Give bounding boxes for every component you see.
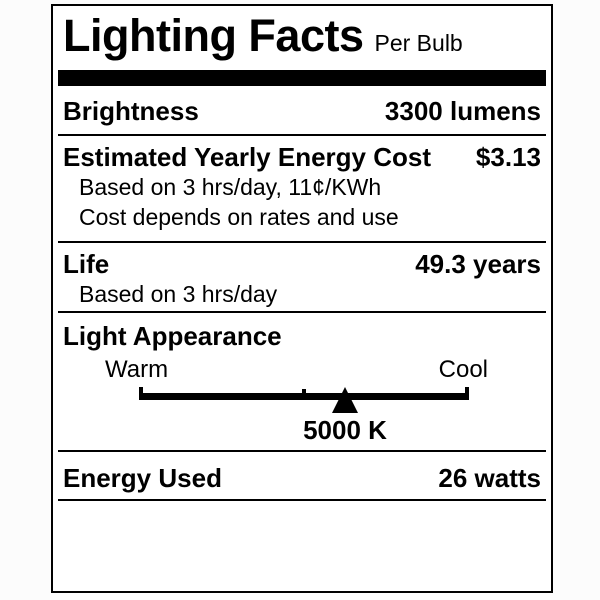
lighting-facts-label: Lighting Facts Per Bulb Brightness 3300 …	[51, 4, 553, 593]
energy-cost-row: Estimated Yearly Energy Cost $3.13	[63, 142, 541, 172]
energy-used-label: Energy Used	[63, 463, 222, 493]
per-unit-label: Per Bulb	[374, 30, 463, 56]
scale-endpoint-labels: Warm Cool	[63, 357, 541, 383]
section-divider	[58, 450, 546, 452]
section-divider	[58, 311, 546, 313]
energy-used-value: 26 watts	[438, 463, 541, 493]
life-row: Life 49.3 years	[63, 249, 541, 279]
scale-left-cap	[139, 387, 143, 400]
energy-used-row: Energy Used 26 watts	[63, 452, 541, 499]
light-appearance-section: Light Appearance Warm Cool 5000 K	[63, 313, 541, 450]
warm-label: Warm	[105, 356, 169, 383]
brightness-value: 3300 lumens	[384, 96, 541, 126]
life-label: Life	[63, 249, 110, 279]
brightness-label: Brightness	[63, 96, 199, 126]
brightness-row: Brightness 3300 lumens	[63, 86, 541, 134]
cool-label: Cool	[438, 356, 488, 383]
temperature-scale	[139, 387, 469, 414]
label-header: Lighting Facts Per Bulb	[63, 12, 541, 60]
energy-cost-label: Estimated Yearly Energy Cost	[63, 142, 432, 172]
section-divider	[58, 499, 546, 501]
life-section: Life 49.3 years Based on 3 hrs/day	[63, 243, 541, 311]
energy-cost-note-2: Cost depends on rates and use	[79, 204, 399, 230]
section-divider	[58, 241, 546, 243]
energy-cost-value: $3.13	[475, 142, 541, 172]
energy-cost-section: Estimated Yearly Energy Cost $3.13 Based…	[63, 136, 541, 241]
header-bar	[58, 70, 546, 86]
light-appearance-heading: Light Appearance	[63, 321, 282, 351]
label-title: Lighting Facts	[63, 10, 364, 61]
energy-cost-note-1: Based on 3 hrs/day, 11¢/KWh	[79, 174, 382, 200]
section-divider	[58, 134, 546, 136]
life-value: 49.3 years	[415, 249, 541, 279]
kelvin-label: 5000 K	[303, 415, 387, 445]
life-note: Based on 3 hrs/day	[79, 281, 278, 307]
scale-middle-tick	[302, 389, 306, 400]
temperature-marker-icon	[331, 387, 358, 413]
scale-right-cap	[465, 387, 469, 400]
